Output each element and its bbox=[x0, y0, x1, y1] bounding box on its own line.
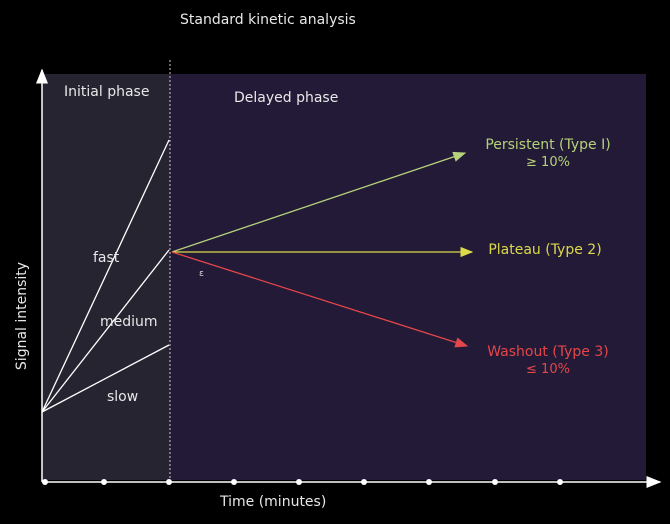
persistent-label: Persistent (Type I) ≥ 10% bbox=[478, 137, 618, 170]
washout-threshold: ≤ 10% bbox=[526, 362, 570, 377]
plateau-label: Plateau (Type 2) bbox=[480, 242, 610, 258]
x-tick bbox=[166, 479, 172, 485]
washout-curve bbox=[171, 251, 469, 348]
x-axis-ticks bbox=[42, 479, 563, 485]
x-axis-label: Time (minutes) bbox=[220, 494, 327, 510]
washout-name: Washout (Type 3) bbox=[487, 344, 609, 360]
persistent-threshold: ≥ 10% bbox=[526, 155, 570, 170]
x-tick bbox=[42, 479, 48, 485]
diagram-title: Standard kinetic analysis bbox=[180, 12, 356, 28]
medium-label: medium bbox=[100, 314, 158, 330]
persistent-name: Persistent (Type I) bbox=[485, 137, 611, 153]
x-tick bbox=[361, 479, 367, 485]
small-mark: ε bbox=[199, 269, 204, 279]
washout-label: Washout (Type 3) ≤ 10% bbox=[478, 344, 618, 377]
plateau-name: Plateau (Type 2) bbox=[488, 242, 602, 258]
x-tick bbox=[557, 479, 563, 485]
delayed-phase-region bbox=[170, 74, 646, 480]
x-tick bbox=[296, 479, 302, 485]
persistent-curve bbox=[171, 151, 467, 253]
fast-uptake-line bbox=[41, 139, 170, 413]
initial-phase-label: Initial phase bbox=[64, 84, 150, 100]
x-tick bbox=[231, 479, 237, 485]
medium-uptake-line bbox=[41, 249, 170, 413]
y-axis-label: Signal intensity bbox=[14, 261, 30, 371]
x-tick bbox=[426, 479, 432, 485]
slow-label: slow bbox=[107, 389, 139, 405]
delayed-phase-label: Delayed phase bbox=[234, 90, 339, 106]
initial-phase-region bbox=[42, 74, 170, 480]
x-tick bbox=[492, 479, 498, 485]
slow-uptake-line bbox=[41, 344, 170, 413]
fast-label: fast bbox=[93, 250, 120, 266]
x-tick bbox=[101, 479, 107, 485]
